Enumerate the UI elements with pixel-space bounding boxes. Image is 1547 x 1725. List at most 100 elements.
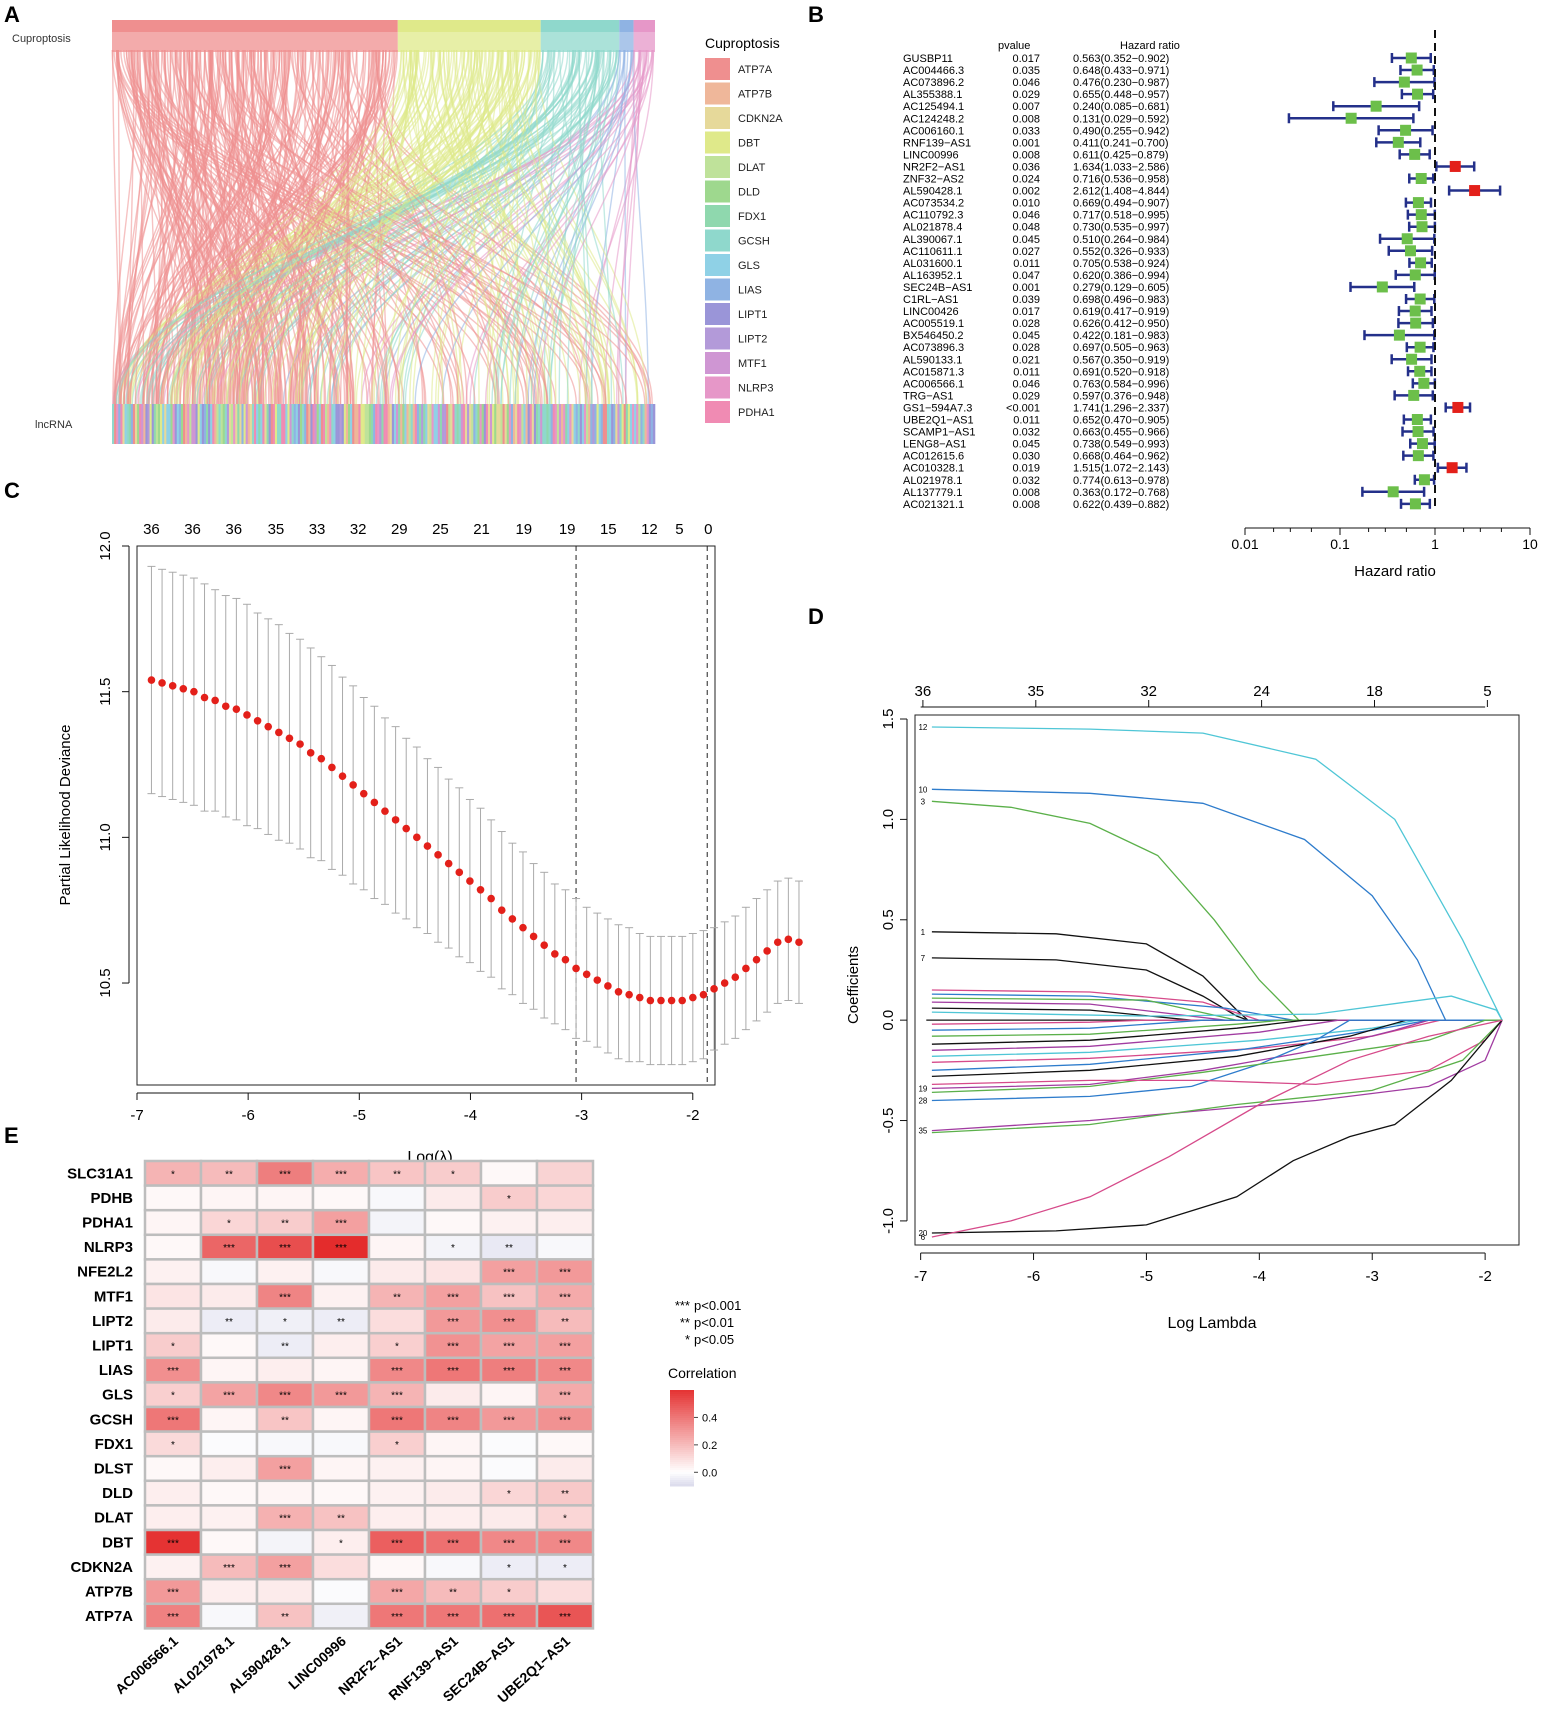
forest-point xyxy=(1446,462,1458,474)
lasso-path-label: 7 xyxy=(921,954,926,963)
cv-top-tick-label: 25 xyxy=(432,521,449,538)
heatmap-cell xyxy=(311,1356,371,1384)
sankey-bottom-segment xyxy=(235,404,238,444)
colorbar-step xyxy=(670,1436,694,1439)
sig-legend-stars: ** xyxy=(680,1315,690,1330)
heatmap-row-label: DLST xyxy=(94,1461,133,1478)
colorbar-step xyxy=(670,1414,694,1417)
sankey-bottom-segment xyxy=(318,404,322,444)
sankey-bottom-segment xyxy=(335,404,338,444)
sankey-bottom-segment xyxy=(272,404,276,444)
heatmap-cell xyxy=(367,1233,427,1261)
heatmap-star: *** xyxy=(559,1342,571,1353)
sankey-flow-line xyxy=(122,49,312,405)
lasso-path-20 xyxy=(931,1019,1503,1234)
sankey-bottom-segment xyxy=(320,404,324,444)
sankey-bottom-segment xyxy=(195,404,198,444)
sankey-bottom-segment xyxy=(160,404,163,444)
sankey-bottom-segment xyxy=(266,404,269,444)
heatmap-cell xyxy=(479,1331,539,1360)
forest-gene: GUSBP11 xyxy=(903,53,953,65)
sankey-bottom-segment xyxy=(548,404,551,444)
cv-point xyxy=(466,877,474,885)
heatmap-star: *** xyxy=(503,1292,515,1303)
cv-point xyxy=(200,693,209,702)
forest-gene: AC015871.3 xyxy=(903,366,964,378)
lasso-path-10 xyxy=(931,788,1503,1021)
sankey-bottom-segment xyxy=(247,404,251,444)
sankey-bottom-segment xyxy=(650,404,654,444)
heatmap-cell xyxy=(143,1479,203,1507)
heatmap-cell xyxy=(311,1331,371,1360)
forest-pvalue: 0.036 xyxy=(1012,161,1040,173)
lasso-y-tick-label: 1.0 xyxy=(880,809,897,830)
heatmap-cell xyxy=(367,1602,427,1630)
cv-point xyxy=(359,789,368,798)
sankey-flow-line xyxy=(514,49,603,405)
colorbar-step xyxy=(670,1392,694,1395)
forest-gene: UBE2Q1−AS1 xyxy=(903,415,974,427)
panel-label-b: B xyxy=(808,2,824,27)
sankey-bottom-segment xyxy=(341,404,345,444)
sankey-bottom-segment xyxy=(535,404,539,444)
forest-gene: AC021321.1 xyxy=(903,499,964,511)
heatmap-row-label: CDKN2A xyxy=(70,1559,133,1576)
colorbar-title: Correlation xyxy=(668,1365,736,1381)
sankey-bottom-segment xyxy=(362,404,366,444)
sankey-bottom-segment xyxy=(314,404,317,444)
cv-point xyxy=(190,687,198,696)
forest-pvalue: 0.010 xyxy=(1012,198,1040,210)
forest-pvalue: 0.046 xyxy=(1012,210,1040,222)
sankey-bottom-segment xyxy=(210,404,213,444)
sankey-bottom-segment xyxy=(456,404,459,444)
forest-hr-text: 0.620(0.386−0.994) xyxy=(1073,270,1169,282)
colorbar-step xyxy=(670,1454,694,1457)
legend-swatch xyxy=(705,352,730,374)
forest-hr-text: 0.422(0.181−0.983) xyxy=(1073,330,1169,342)
sankey-flow-line xyxy=(294,49,535,405)
forest-hr-text: 0.663(0.455−0.966) xyxy=(1073,427,1169,439)
heatmap-row-label: DLD xyxy=(102,1485,133,1502)
lasso-y-tick-label: 1.5 xyxy=(880,709,897,730)
legend-label: LIPT1 xyxy=(738,309,767,321)
heatmap-cell xyxy=(199,1454,259,1483)
cv-point xyxy=(720,979,729,987)
heatmap-cell xyxy=(423,1208,483,1237)
sankey-flow-line xyxy=(411,49,517,405)
sankey-flow-band xyxy=(540,32,620,52)
lasso-top-tick-label: 32 xyxy=(1140,683,1157,700)
heatmap-cell xyxy=(311,1504,371,1532)
sankey-bottom-segment xyxy=(404,404,407,444)
forest-pvalue: 0.017 xyxy=(1012,306,1040,318)
legend-label: MTF1 xyxy=(738,358,767,370)
sankey-bottom-segment xyxy=(569,404,572,444)
heatmap-cell xyxy=(143,1208,203,1237)
sankey-bottom-segment xyxy=(575,404,579,444)
sankey-flow-line xyxy=(120,49,590,405)
heatmap-row-label: GLS xyxy=(102,1387,133,1404)
forest-xlabel: Hazard ratio xyxy=(1354,563,1436,580)
colorbar-step xyxy=(670,1428,694,1431)
cv-point xyxy=(147,676,156,684)
sankey-flow-line xyxy=(175,49,280,405)
forest-hr-text: 0.240(0.085−0.681) xyxy=(1073,101,1169,113)
heatmap-star: *** xyxy=(503,1366,515,1377)
sankey-flow-line xyxy=(113,49,202,405)
sankey-flow-line xyxy=(123,49,163,405)
heatmap-star: * xyxy=(451,1169,455,1180)
sankey-bottom-segment xyxy=(525,404,528,444)
cv-x-tick-label: -6 xyxy=(241,1107,254,1124)
sankey-bottom-segment xyxy=(625,404,629,444)
sankey-bottom-segment xyxy=(604,404,608,444)
cv-top-tick-label: 19 xyxy=(515,521,532,538)
forest-hr-text: 0.717(0.518−0.995) xyxy=(1073,210,1169,222)
forest-hr-text: 0.669(0.494−0.907) xyxy=(1073,198,1169,210)
lasso-path-s26 xyxy=(931,1019,1503,1134)
heatmap-cell xyxy=(367,1307,427,1335)
heatmap-cell xyxy=(311,1159,371,1187)
forest-hr-text: 0.652(0.470−0.905) xyxy=(1073,415,1169,427)
sankey-bottom-segment xyxy=(421,404,424,444)
sankey-bottom-segment xyxy=(329,404,332,444)
sankey-flow-line xyxy=(258,49,544,405)
heatmap-cell xyxy=(199,1405,259,1433)
